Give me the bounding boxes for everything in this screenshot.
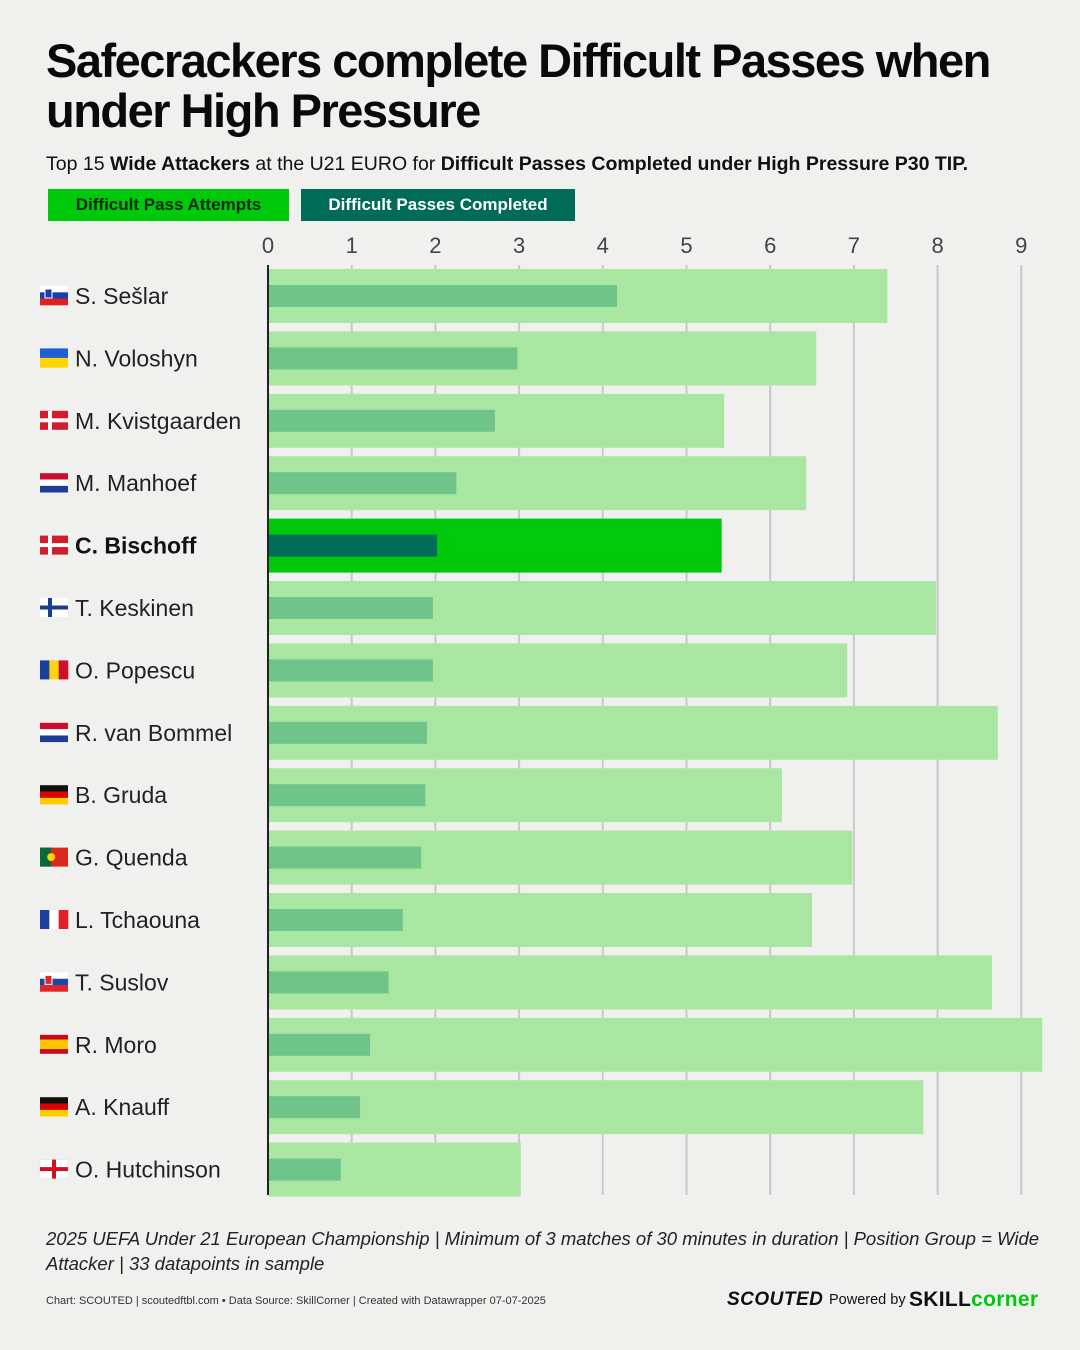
bar-chart: 0 1 2 3 4 5 6 7 8 9 S. Sešlar N. Voloshyn M. Kvistga… [39, 233, 1043, 1197]
chart-title: Safecrackers complete Difficult Passes w… [46, 34, 991, 137]
subtitle-part: Wide Attackers [109, 153, 250, 175]
subtitle-part: Top 15 [46, 153, 110, 175]
skillcorner-logo: SKILLcorner [909, 1286, 1038, 1314]
flag-icon-spain [40, 1034, 68, 1054]
flag-icon-england [39, 1159, 69, 1179]
bar-completed [268, 659, 433, 682]
x-tick-label: 4 [597, 233, 609, 258]
flag-icon-portugal [40, 847, 68, 867]
bar-completed [268, 721, 428, 744]
footnote: 2025 UEFA Under 21 European Championship… [46, 1228, 1040, 1274]
powered-by-text: Powered by [829, 1292, 906, 1308]
player-label: M. Kvistgaarden [75, 408, 241, 434]
chart-subtitle: Top 15 Wide Attackers at the U21 EURO fo… [46, 152, 1056, 176]
player-label: S. Sešlar [75, 283, 169, 309]
subtitle-part: at the U21 EURO for [249, 153, 441, 175]
flag-icon-finland [40, 598, 68, 617]
bar-attempts [268, 955, 993, 1010]
bar-completed [268, 846, 422, 869]
player-label: T. Keskinen [75, 595, 194, 621]
credits: Chart: SCOUTED | scoutedftbl.com • Data … [46, 1295, 546, 1307]
x-tick-label: 5 [680, 233, 692, 258]
x-tick-label: 0 [262, 233, 274, 258]
bar-completed [268, 472, 457, 495]
player-label: B. Gruda [75, 782, 167, 808]
flag-icon-denmark [40, 535, 68, 555]
player-label: A. Knauff [75, 1094, 170, 1120]
player-label: T. Suslov [75, 969, 169, 995]
legend-completed: Difficult Passes Completed [301, 189, 575, 221]
player-label: O. Hutchinson [75, 1157, 221, 1183]
x-tick-label: 8 [931, 233, 943, 258]
bar-completed [268, 534, 438, 557]
bar-completed [268, 597, 433, 619]
bar-completed [268, 347, 518, 370]
flag-icon-germany [40, 785, 68, 805]
x-tick-label: 1 [346, 233, 358, 258]
player-label: M. Manhoef [75, 470, 197, 496]
skillcorner-logo-corner: corner [971, 1288, 1039, 1311]
x-tick-label: 6 [764, 233, 776, 258]
x-tick-label: 9 [1015, 233, 1027, 258]
bar-completed [268, 285, 618, 307]
flag-icon-denmark [40, 410, 68, 430]
bar-attempts [268, 1017, 1043, 1072]
bar-completed [268, 409, 495, 432]
bar-completed [268, 1096, 361, 1119]
player-label: N. Voloshyn [75, 345, 198, 371]
player-label: L. Tchaouna [75, 907, 200, 933]
player-label: R. Moro [75, 1032, 157, 1058]
skillcorner-logo-skill: SKILL [909, 1288, 972, 1311]
scouted-logo: SCOUTED [727, 1289, 824, 1310]
flag-icon-slovakia [40, 972, 68, 992]
flag-icon-netherlands [40, 722, 68, 743]
flag-icon-slovenia [40, 286, 68, 306]
bar-completed [268, 1158, 341, 1181]
subtitle-part: Difficult Passes Completed under High Pr… [440, 153, 969, 175]
x-tick-label: 7 [848, 233, 860, 258]
player-label: R. van Bommel [75, 720, 232, 746]
player-label: O. Popescu [75, 657, 195, 683]
flag-icon-romania [40, 660, 69, 680]
x-tick-label: 2 [429, 233, 441, 258]
bar-attempts [268, 1080, 924, 1135]
bar-completed [268, 971, 389, 994]
bar-completed [268, 909, 403, 931]
flag-icon-netherlands [40, 473, 68, 493]
x-tick-label: 3 [513, 233, 525, 258]
legend-attempts: Difficult Pass Attempts [48, 189, 289, 221]
flag-icon-france [40, 910, 69, 929]
player-label: C. Bischoff [75, 533, 197, 559]
flag-icon-germany [40, 1097, 68, 1117]
flag-icon-ukraine [40, 348, 68, 368]
bar-completed [268, 1033, 371, 1056]
player-label: G. Quenda [75, 845, 188, 871]
bar-completed [268, 784, 426, 807]
